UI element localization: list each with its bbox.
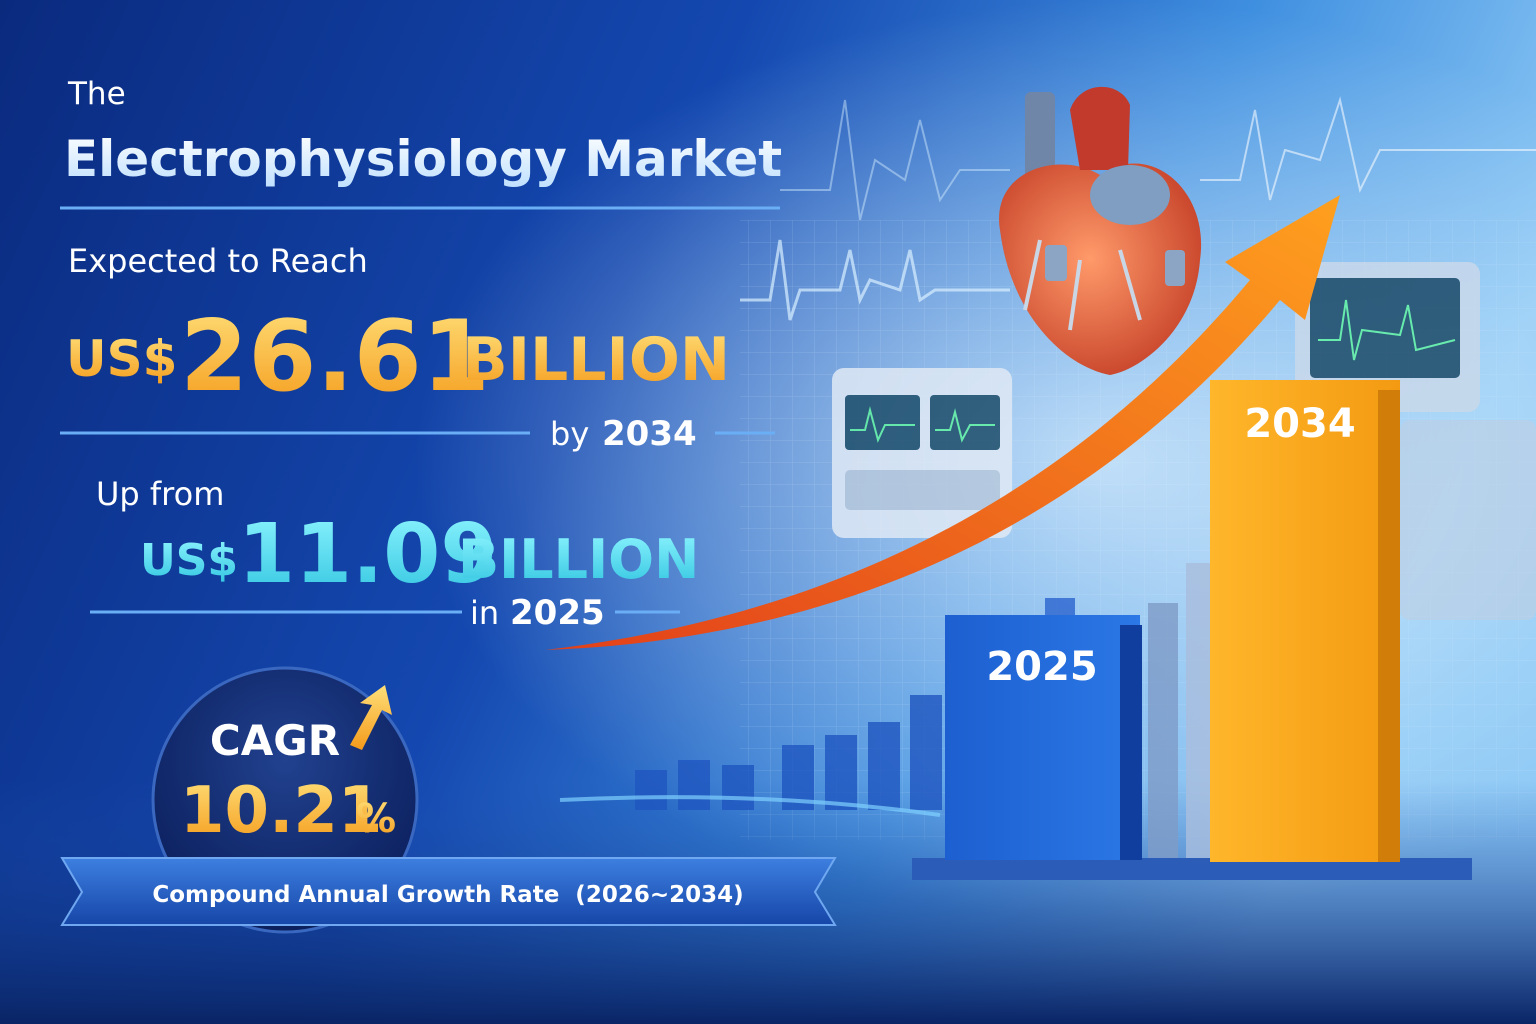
- electrode: [1045, 245, 1067, 281]
- monitor-trace: [1318, 299, 1456, 361]
- cagr-arrow: [350, 685, 392, 750]
- cagr-value: 10.21: [180, 774, 382, 848]
- caption-ribbon: [60, 857, 837, 926]
- decor-bar: [825, 735, 857, 810]
- monitor-screen: [1310, 278, 1460, 378]
- electrode: [1165, 250, 1185, 286]
- bar-label: 2034: [1244, 401, 1355, 447]
- cagr-label: CAGR: [210, 716, 340, 765]
- bar-platform: [912, 858, 1472, 880]
- bar-label: 2025: [986, 644, 1097, 690]
- forecast-currency: US$: [66, 330, 177, 388]
- bar-2025: [945, 615, 1140, 860]
- glow-curve: [559, 795, 941, 817]
- catheter-wires: [1023, 239, 1142, 331]
- base-period-year: 2025: [510, 593, 605, 633]
- device-screen: [930, 395, 1000, 450]
- heart-atrium: [1090, 165, 1170, 225]
- cagr-caption: Compound Annual Growth Rate (2026~2034): [152, 882, 743, 908]
- growth-arrow: [545, 195, 1340, 650]
- base-period-prefix: in: [470, 594, 499, 632]
- ecg-line: [1200, 96, 1536, 201]
- bar-side: [1378, 390, 1400, 862]
- ecg-line: [740, 239, 1010, 321]
- pre-title: The: [67, 76, 126, 112]
- decor-bar: [635, 770, 667, 810]
- base-amount: 11.09: [238, 507, 497, 602]
- decor-bar: [1148, 603, 1178, 860]
- base-lead: Up from: [96, 475, 224, 513]
- forecast-unit: BILLION: [462, 325, 730, 395]
- decor-bar: [1186, 563, 1210, 860]
- forecast-period-year: 2034: [602, 414, 697, 454]
- forecast-period-prefix: by: [550, 415, 589, 453]
- device-trace: [850, 406, 915, 443]
- base-currency: US$: [140, 535, 238, 586]
- forecast-lead: Expected to Reach: [68, 242, 368, 280]
- cagr-unit: %: [356, 796, 396, 842]
- decor-bar: [910, 695, 942, 810]
- decor-bar: [722, 765, 754, 810]
- title: Electrophysiology Market: [64, 130, 782, 188]
- base-unit: BILLION: [458, 528, 699, 591]
- decor-bar: [868, 722, 900, 810]
- device-trace: [935, 408, 995, 443]
- decor-bar: [678, 760, 710, 810]
- heart-illustration: [999, 86, 1202, 375]
- forecast-amount: 26.61: [180, 300, 490, 414]
- bar-2034: [1210, 380, 1400, 862]
- medical-equipment: [832, 262, 1536, 620]
- heart-aorta: [1070, 86, 1130, 170]
- bar-side: [1120, 625, 1142, 860]
- ecg-line: [780, 99, 1010, 221]
- console: [1400, 420, 1536, 620]
- device-screen: [845, 395, 920, 450]
- device-panel: [845, 470, 1000, 510]
- decor-bars: [635, 563, 1210, 860]
